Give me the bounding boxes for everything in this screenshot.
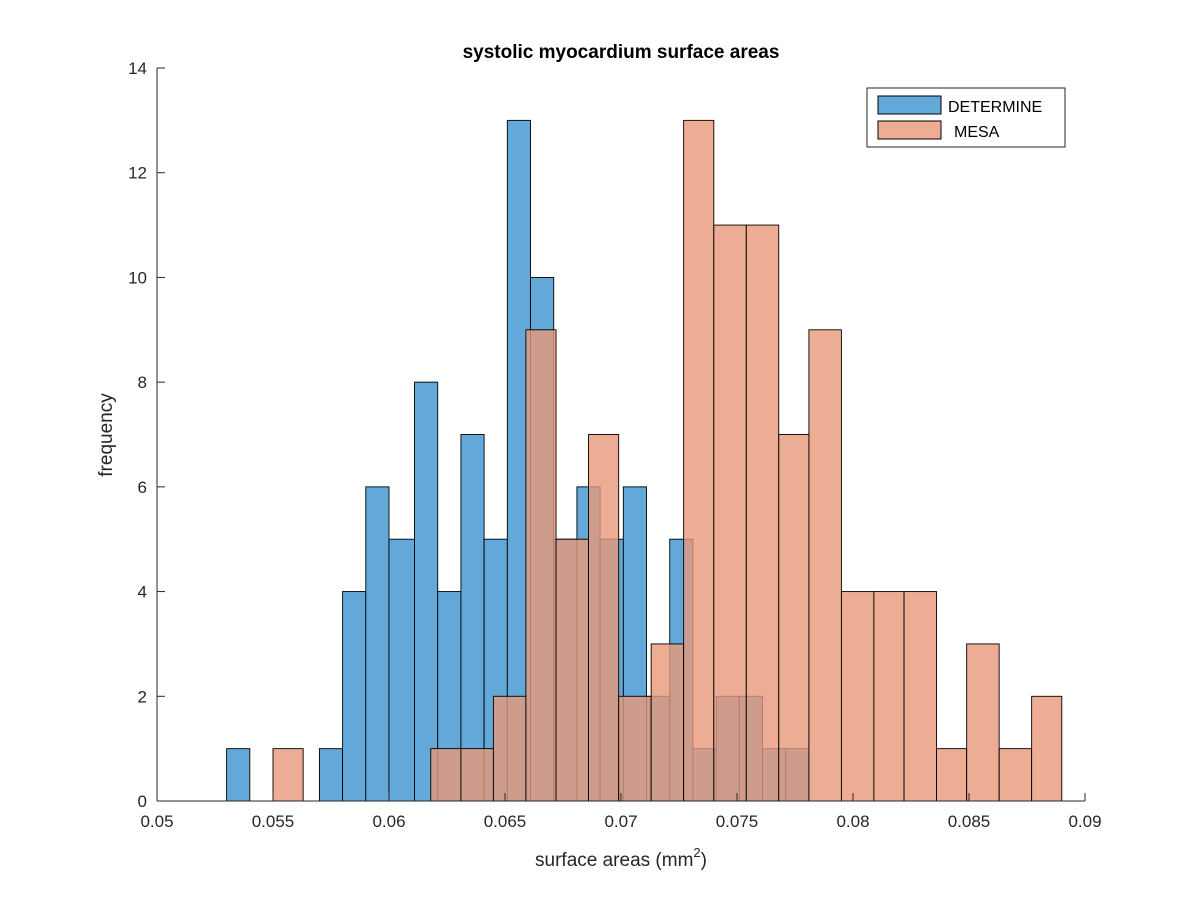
x-axis-label: surface areas (mm2): [535, 845, 707, 871]
determine-bar: [342, 591, 367, 802]
y-tick-label: 12: [128, 164, 147, 183]
y-tick-label: 8: [138, 373, 147, 392]
mesa-bar: [778, 434, 810, 802]
x-tick-label: 0.075: [716, 812, 759, 831]
x-tick-label: 0.07: [604, 812, 637, 831]
mesa-bar: [903, 591, 937, 802]
x-axis-label-main: surface areas (mm: [535, 850, 693, 871]
y-tick-label: 4: [138, 583, 147, 602]
y-tick-label: 0: [138, 792, 147, 811]
determine-bar: [226, 748, 251, 802]
legend: DETERMINE MESA: [866, 87, 1066, 148]
y-tick-label: 10: [128, 268, 147, 287]
y-tick-label: 2: [138, 687, 147, 706]
mesa-bar: [873, 591, 905, 802]
determine-bar: [318, 748, 344, 802]
x-tick-label: 0.06: [372, 812, 405, 831]
mesa-bar: [840, 591, 875, 802]
mesa-bar: [683, 119, 715, 802]
mesa-bar: [808, 329, 842, 802]
y-axis-label: frequency: [96, 393, 117, 477]
x-tick-label: 0.05: [140, 812, 173, 831]
mesa-bar: [618, 695, 652, 802]
determine-bar: [365, 486, 390, 802]
mesa-bar: [998, 748, 1033, 802]
chart-title: systolic myocardium surface areas: [463, 42, 780, 63]
x-tick-label: 0.08: [836, 812, 869, 831]
legend-swatch-determine: [877, 95, 942, 115]
determine-bar: [388, 538, 415, 802]
x-tick-label: 0.09: [1068, 812, 1101, 831]
mesa-bar: [966, 643, 1000, 802]
x-tick-label: 0.085: [948, 812, 991, 831]
mesa-bar: [460, 748, 494, 802]
legend-label-determine: DETERMINE: [948, 99, 1042, 116]
x-axis-label-superscript: 2: [693, 845, 700, 860]
mesa-bar: [492, 695, 527, 802]
determine-bar: [414, 381, 439, 802]
mesa-bar: [588, 434, 620, 802]
mesa-bar: [713, 224, 747, 802]
y-tick-label: 14: [128, 59, 147, 78]
mesa-bar: [525, 329, 557, 802]
legend-label-mesa: MESA: [954, 124, 1000, 141]
mesa-bar: [1031, 695, 1063, 802]
y-axis-ticks: 0 2 4 6 8 10 12 14: [128, 59, 165, 811]
mesa-bar: [936, 748, 968, 802]
x-tick-label: 0.055: [252, 812, 295, 831]
legend-swatch-mesa: [877, 120, 942, 140]
determine-bar: [460, 434, 485, 802]
mesa-bar: [555, 538, 589, 802]
x-axis-label-end: ): [701, 850, 707, 871]
x-tick-label: 0.065: [484, 812, 527, 831]
x-axis-ticks: 0.05 0.055 0.06 0.065 0.07 0.075 0.08 0.085 0.09: [140, 793, 1102, 831]
mesa-bar: [650, 643, 685, 802]
mesa-bar: [745, 224, 780, 802]
mesa-bar: [272, 748, 304, 802]
mesa-bar: [430, 748, 462, 802]
y-tick-label: 6: [138, 478, 147, 497]
